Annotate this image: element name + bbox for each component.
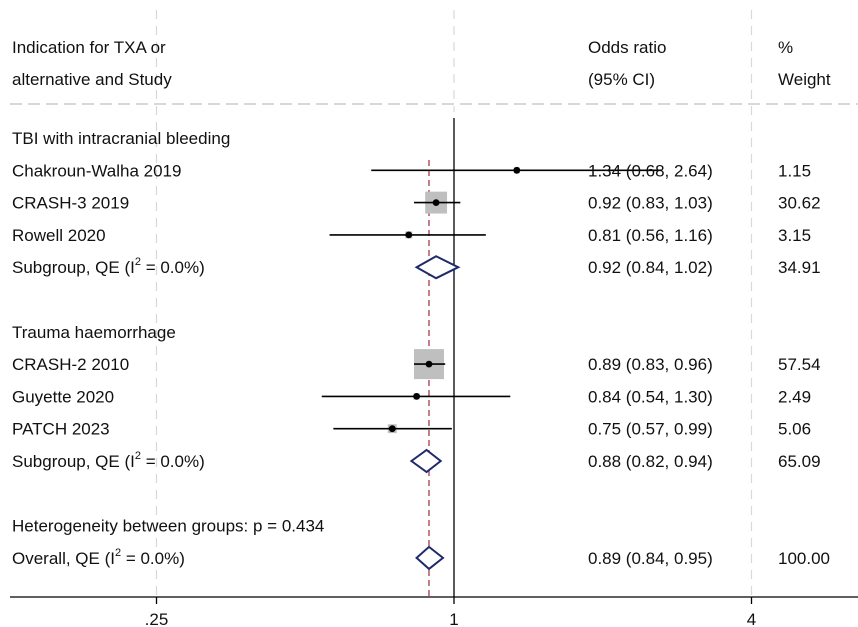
study-weight: 1.15 bbox=[778, 161, 811, 180]
study-ci: 0.81 (0.56, 1.16) bbox=[588, 226, 713, 245]
group-label: Trauma haemorrhage bbox=[12, 323, 176, 342]
study-label: CRASH-2 2010 bbox=[12, 355, 129, 374]
header-or-line1: Odds ratio bbox=[588, 38, 666, 57]
overall-label: Overall, QE (I2 = 0.0%) bbox=[12, 547, 185, 568]
heterogeneity-note: Heterogeneity between groups: p = 0.434 bbox=[12, 517, 324, 536]
subgroup-ci: 0.92 (0.84, 1.02) bbox=[588, 258, 713, 277]
subgroup-label: Subgroup, QE (I2 = 0.0%) bbox=[12, 450, 205, 471]
study-point bbox=[413, 393, 420, 400]
study-ci: 1.34 (0.68, 2.64) bbox=[588, 161, 713, 180]
study-label: CRASH-3 2019 bbox=[12, 194, 129, 213]
study-weight: 57.54 bbox=[778, 355, 821, 374]
subgroup-diamond bbox=[414, 255, 461, 280]
group-label: TBI with intracranial bleeding bbox=[12, 129, 230, 148]
marks-layer bbox=[10, 118, 858, 604]
header-weight-line2: Weight bbox=[778, 70, 831, 89]
text-layer: Indication for TXA or alternative and Stu… bbox=[12, 38, 831, 627]
overall-diamond bbox=[415, 545, 445, 571]
study-label: Rowell 2020 bbox=[12, 226, 106, 245]
study-label: Chakroun-Walha 2019 bbox=[12, 161, 181, 180]
study-weight: 30.62 bbox=[778, 194, 821, 213]
x-tick-label: .25 bbox=[145, 610, 169, 627]
study-weight: 2.49 bbox=[778, 387, 811, 406]
grid-layer bbox=[10, 10, 858, 597]
subgroup-weight: 65.09 bbox=[778, 452, 821, 471]
subgroup-diamond bbox=[409, 448, 443, 474]
subgroup-ci: 0.88 (0.82, 0.94) bbox=[588, 452, 713, 471]
study-point bbox=[513, 166, 521, 174]
study-label: PATCH 2023 bbox=[12, 420, 110, 439]
header-study-line1: Indication for TXA or bbox=[12, 38, 166, 57]
study-point bbox=[405, 231, 413, 239]
subgroup-label: Subgroup, QE (I2 = 0.0%) bbox=[12, 256, 205, 277]
study-point bbox=[432, 199, 440, 207]
header-weight-line1: % bbox=[778, 38, 793, 57]
header-study-line2: alternative and Study bbox=[12, 70, 172, 89]
subgroup-weight: 34.91 bbox=[778, 258, 821, 277]
study-ci: 0.92 (0.83, 1.03) bbox=[588, 194, 713, 213]
study-ci: 0.75 (0.57, 0.99) bbox=[588, 420, 713, 439]
study-label: Guyette 2020 bbox=[12, 387, 114, 406]
overall-ci: 0.89 (0.84, 0.95) bbox=[588, 549, 713, 568]
study-weight: 3.15 bbox=[778, 226, 811, 245]
study-ci: 0.89 (0.83, 0.96) bbox=[588, 355, 713, 374]
overall-weight: 100.00 bbox=[778, 549, 830, 568]
study-point bbox=[425, 360, 433, 368]
study-point bbox=[388, 425, 396, 433]
x-tick-label: 1 bbox=[449, 610, 458, 627]
study-ci: 0.84 (0.54, 1.30) bbox=[588, 387, 713, 406]
x-tick-label: 4 bbox=[747, 610, 756, 627]
header-or-line2: (95% CI) bbox=[588, 70, 655, 89]
study-weight: 5.06 bbox=[778, 420, 811, 439]
